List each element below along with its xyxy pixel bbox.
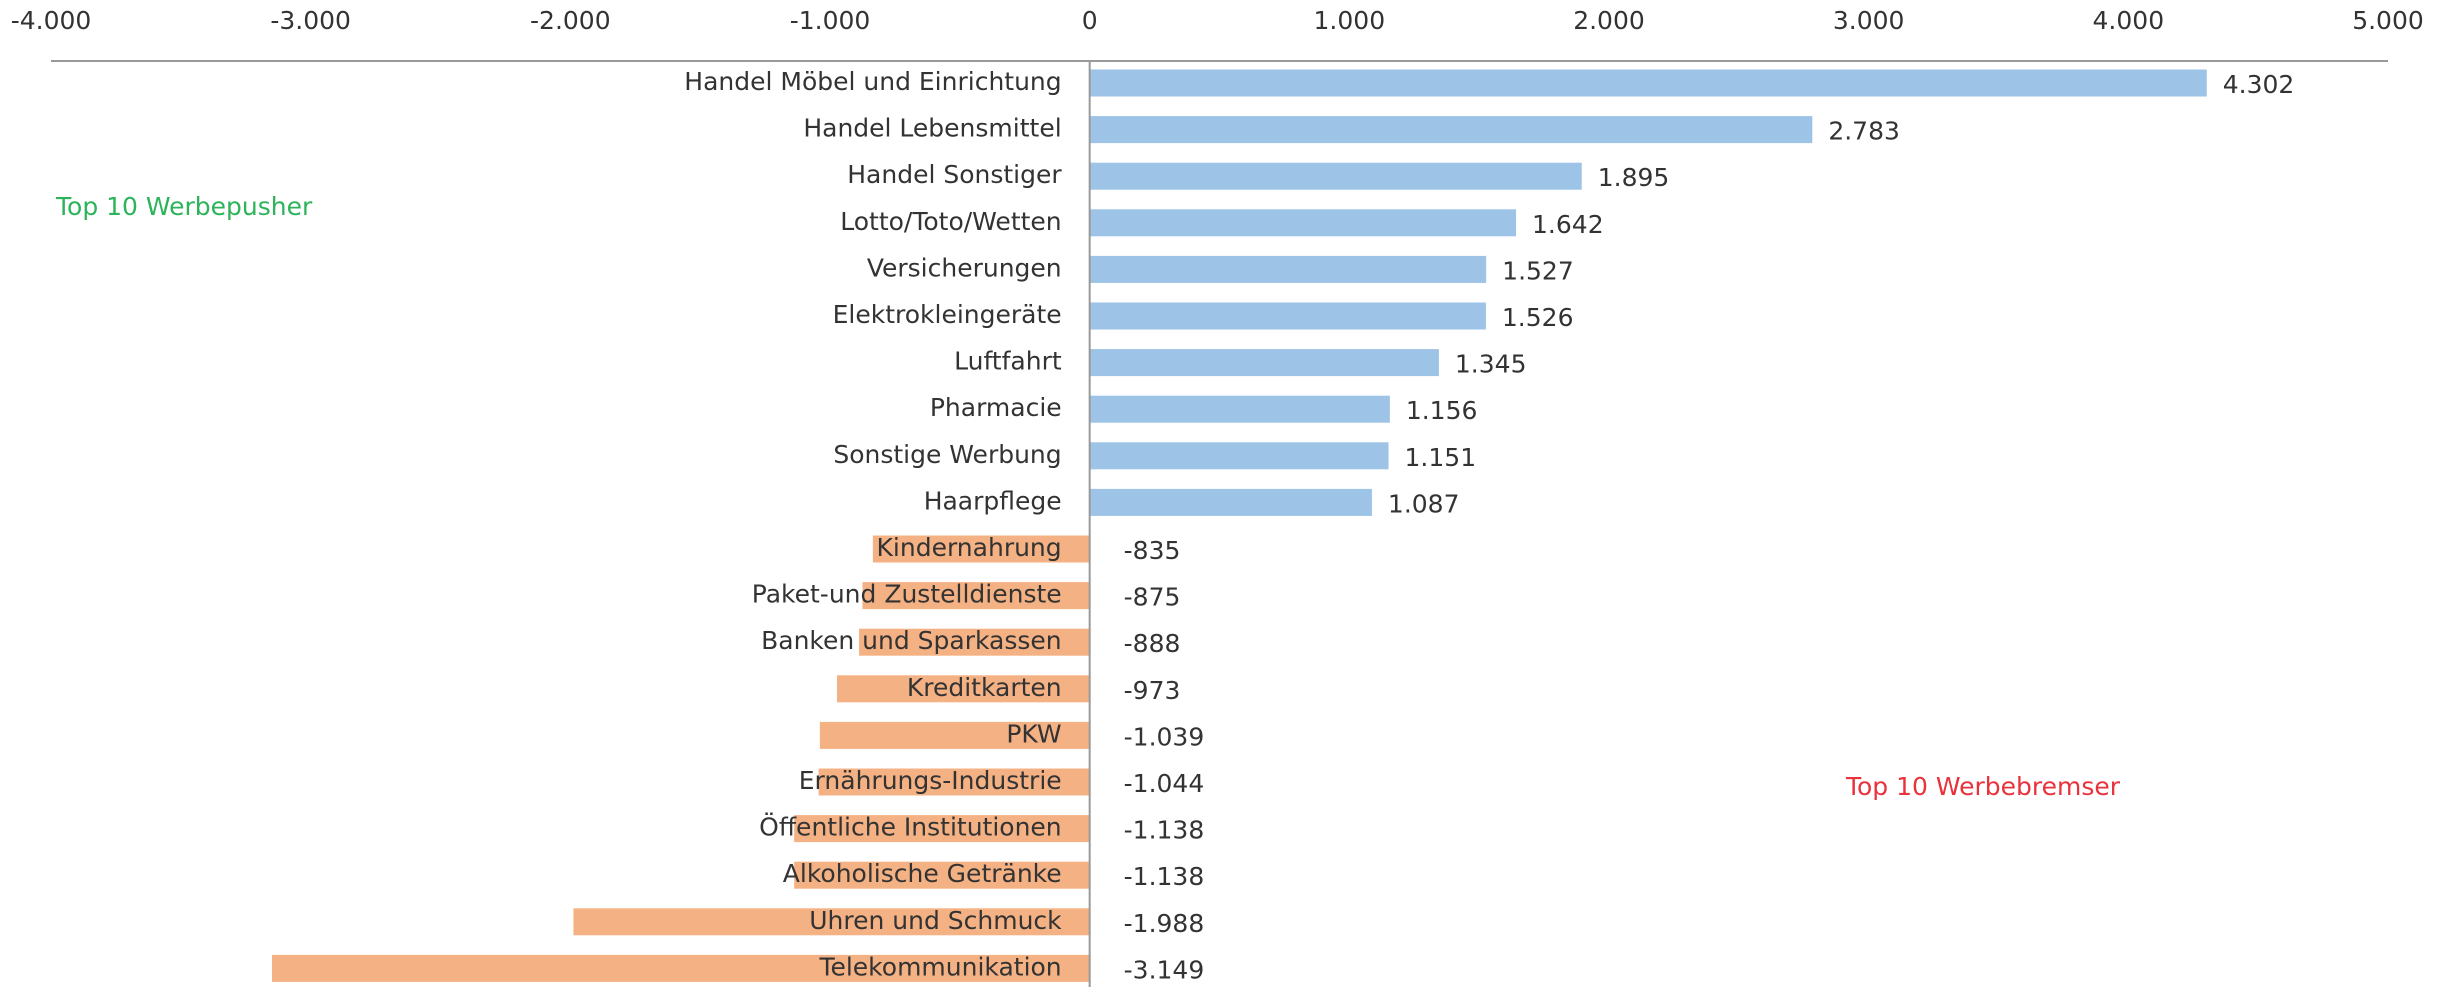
bar bbox=[818, 768, 1090, 796]
bar bbox=[1089, 488, 1372, 516]
value-label: 1.156 bbox=[1406, 396, 1478, 425]
value-label: 1.527 bbox=[1502, 256, 1574, 285]
value-label: 4.302 bbox=[2223, 70, 2295, 99]
category-label: Öffentliche Institutionen bbox=[759, 813, 1062, 842]
category-label: Luftfahrt bbox=[954, 347, 1062, 376]
value-label: -1.138 bbox=[1124, 862, 1205, 891]
x-tick-label: 5.000 bbox=[2352, 6, 2424, 35]
bar bbox=[1089, 349, 1439, 377]
x-tick-label: 2.000 bbox=[1573, 6, 1645, 35]
x-tick-label: -3.000 bbox=[270, 6, 351, 35]
category-label: Handel Sonstiger bbox=[847, 160, 1062, 189]
bar bbox=[1089, 162, 1582, 190]
value-label: 1.642 bbox=[1532, 210, 1604, 239]
bar bbox=[794, 861, 1090, 889]
category-label: Kreditkarten bbox=[907, 673, 1062, 702]
value-label: 1.526 bbox=[1502, 303, 1574, 332]
value-label: -1.138 bbox=[1124, 816, 1205, 845]
bar bbox=[573, 908, 1090, 936]
category-label: PKW bbox=[1006, 719, 1061, 748]
value-label: -1.039 bbox=[1124, 722, 1205, 751]
x-tick-label: -2.000 bbox=[530, 6, 611, 35]
bar bbox=[794, 815, 1090, 843]
bar bbox=[837, 675, 1090, 703]
bar bbox=[1089, 302, 1486, 330]
bar bbox=[271, 954, 1090, 982]
category-label: Kindernahrung bbox=[877, 533, 1062, 562]
category-label: Elektrokleingeräte bbox=[833, 300, 1062, 329]
value-label: -973 bbox=[1124, 676, 1181, 705]
annotation-brakes: Top 10 Werbebremser bbox=[1845, 772, 2121, 801]
value-label: 1.895 bbox=[1598, 163, 1670, 192]
category-label: Banken und Sparkassen bbox=[761, 626, 1062, 655]
category-label: Handel Möbel und Einrichtung bbox=[684, 67, 1061, 96]
category-label: Versicherungen bbox=[867, 253, 1062, 282]
value-label: 1.087 bbox=[1388, 489, 1460, 518]
value-label: -835 bbox=[1124, 536, 1181, 565]
category-label: Alkoholische Getränke bbox=[783, 859, 1062, 888]
value-label: 1.151 bbox=[1405, 443, 1477, 472]
x-tick-label: -1.000 bbox=[790, 6, 871, 35]
bar bbox=[819, 721, 1090, 749]
category-label: Handel Lebensmittel bbox=[803, 114, 1061, 143]
bar bbox=[1089, 442, 1389, 470]
bar bbox=[862, 582, 1090, 610]
x-tick-label: 4.000 bbox=[2093, 6, 2165, 35]
value-label: -1.988 bbox=[1124, 909, 1205, 938]
category-label: Sonstige Werbung bbox=[833, 440, 1061, 469]
category-label: Lotto/Toto/Wetten bbox=[840, 207, 1061, 236]
category-label: Uhren und Schmuck bbox=[809, 906, 1062, 935]
category-label: Ernährungs-Industrie bbox=[799, 766, 1062, 795]
x-tick-label: 0 bbox=[1082, 6, 1098, 35]
value-label: -1.044 bbox=[1124, 769, 1205, 798]
annotation-pushers: Top 10 Werbepusher bbox=[55, 192, 313, 221]
bar bbox=[1089, 69, 2207, 97]
x-tick-label: 1.000 bbox=[1314, 6, 1386, 35]
x-tick-label: -4.000 bbox=[11, 6, 92, 35]
x-tick-label: 3.000 bbox=[1833, 6, 1905, 35]
bar bbox=[1089, 255, 1487, 283]
category-label: Pharmacie bbox=[930, 393, 1062, 422]
category-label: Telekommunikation bbox=[818, 952, 1061, 981]
value-label: -888 bbox=[1124, 629, 1181, 658]
category-label: Paket-und Zustelldienste bbox=[752, 580, 1062, 609]
bar bbox=[1089, 116, 1813, 144]
bar bbox=[1089, 209, 1517, 237]
bar bbox=[872, 535, 1090, 563]
bar bbox=[1089, 395, 1390, 423]
value-label: 2.783 bbox=[1828, 117, 1900, 146]
value-label: -875 bbox=[1124, 583, 1181, 612]
bar bbox=[859, 628, 1090, 656]
category-label: Haarpflege bbox=[924, 486, 1062, 515]
value-label: 1.345 bbox=[1455, 350, 1527, 379]
value-label: -3.149 bbox=[1124, 955, 1205, 984]
